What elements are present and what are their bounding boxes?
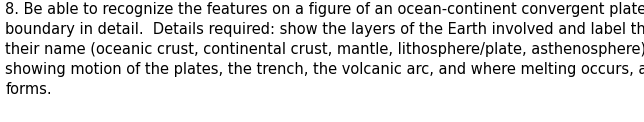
- Text: 8. Be able to recognize the features on a figure of an ocean-continent convergen: 8. Be able to recognize the features on …: [5, 2, 644, 97]
